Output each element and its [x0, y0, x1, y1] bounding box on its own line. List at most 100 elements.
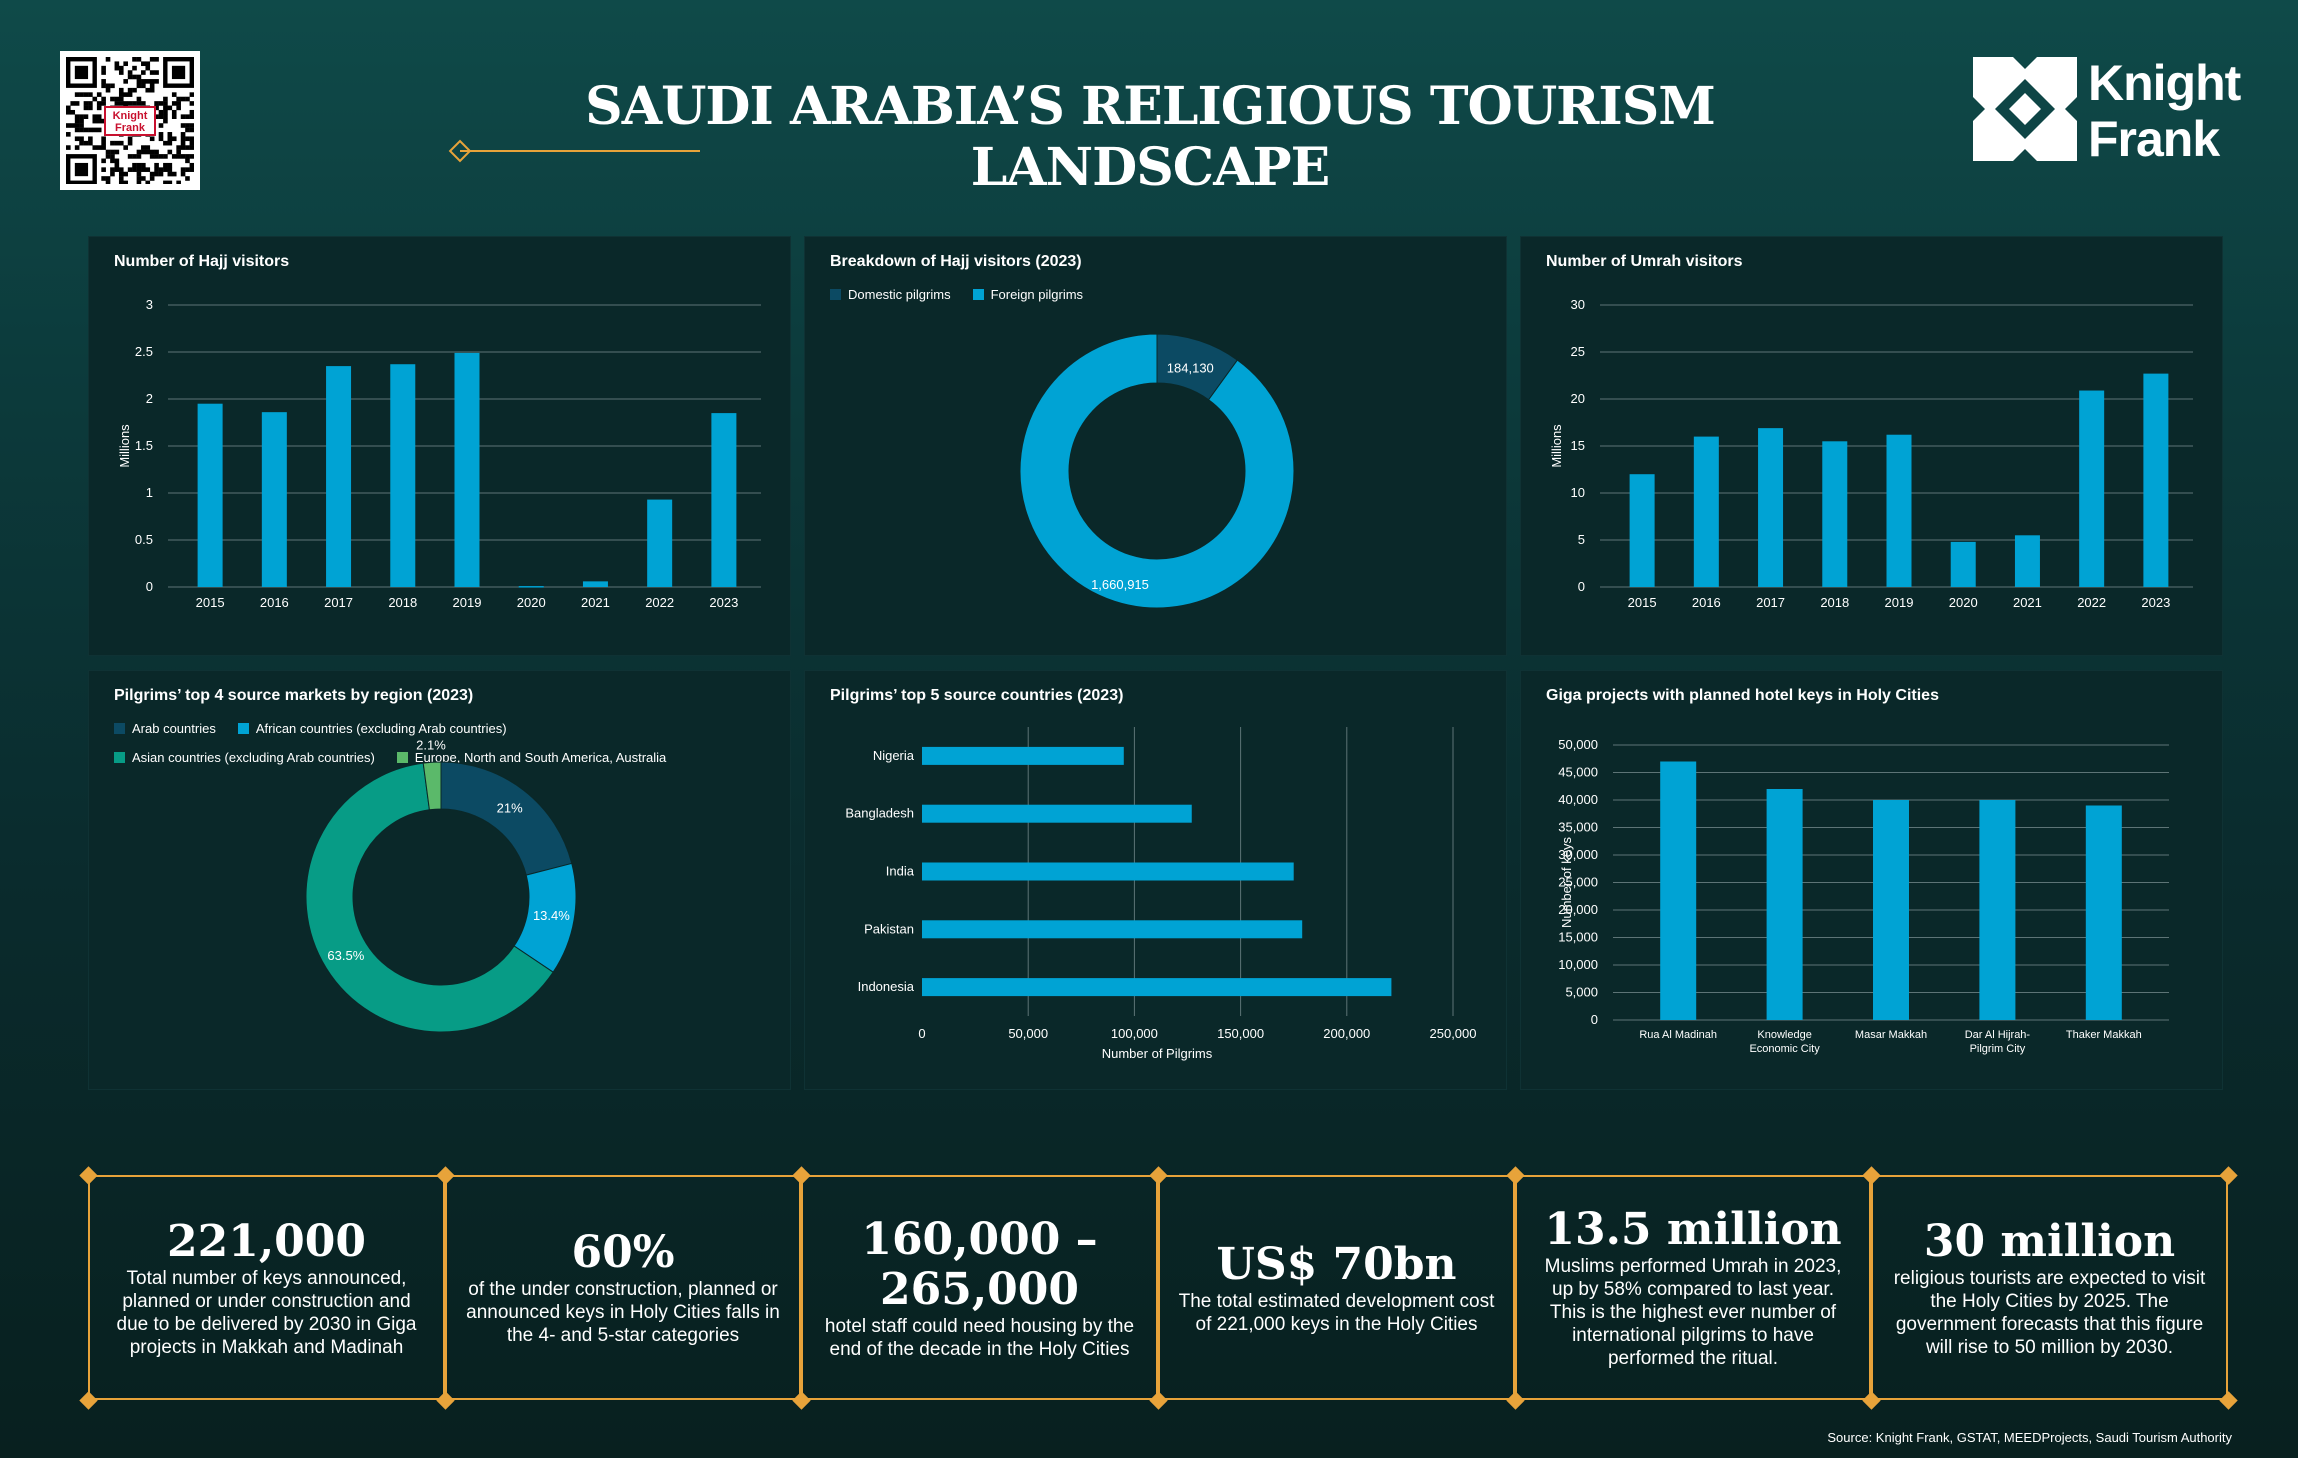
qr-module [180, 123, 186, 128]
qr-module [163, 96, 168, 102]
qr-module [167, 132, 173, 137]
bar [1950, 541, 1976, 587]
qr-module [141, 149, 146, 155]
qr-module [132, 154, 137, 159]
qr-module [105, 154, 111, 159]
y-tick-label: Pakistan [864, 921, 914, 936]
qr-module [118, 167, 124, 172]
qr-module [96, 114, 102, 119]
qr-module [70, 101, 76, 106]
qr-module [158, 136, 164, 142]
bar [1822, 441, 1848, 587]
qr-module [136, 176, 142, 181]
qr-module [114, 65, 120, 71]
qr-module [96, 127, 102, 133]
qr-module [141, 176, 146, 181]
qr-module [141, 70, 146, 75]
stat-box: 60% of the under construction, planned o… [445, 1175, 801, 1400]
qr-module [189, 114, 195, 119]
giga-panel: Giga projects with planned hotel keys in… [1520, 670, 2223, 1090]
qr-module [110, 154, 115, 159]
qr-module [127, 92, 133, 97]
qr-module [74, 101, 80, 106]
bar [647, 499, 673, 587]
qr-module [189, 162, 195, 168]
qr-module [176, 149, 181, 155]
qr-module [185, 123, 190, 128]
qr-module [110, 140, 115, 146]
qr-module [118, 140, 124, 146]
qr-module [105, 176, 111, 181]
qr-module [132, 162, 137, 168]
qr-module [118, 171, 124, 177]
y-tick-label: 20,000 [1558, 902, 1598, 917]
qr-module [118, 96, 124, 102]
qr-module [114, 96, 120, 102]
qr-module [92, 145, 98, 150]
qr-module [185, 167, 190, 172]
qr-module [83, 105, 89, 111]
x-tick-label: 2015 [196, 595, 225, 610]
x-tick-label: Knowledge [1757, 1029, 1811, 1041]
qr-module [101, 118, 106, 124]
qr-module [70, 123, 76, 128]
qr-finder [171, 65, 186, 80]
qr-module [83, 92, 89, 97]
qr-module [149, 87, 155, 93]
qr-module [123, 145, 128, 150]
qr-module [74, 136, 80, 142]
legend-swatch [114, 723, 125, 734]
qr-code[interactable]: Knight Frank [60, 51, 200, 190]
knight-frank-logo[interactable]: Knight Frank [1973, 55, 2253, 167]
qr-module [158, 123, 164, 128]
qr-module [123, 79, 128, 84]
qr-module [136, 162, 142, 168]
qr-module [114, 101, 120, 106]
qr-module [154, 57, 159, 62]
x-axis-label: Number of Pilgrims [1102, 1046, 1213, 1061]
y-tick-label: India [886, 864, 915, 879]
qr-module [96, 118, 102, 124]
y-tick-label: 3 [146, 297, 153, 312]
qr-module [185, 145, 190, 150]
qr-module [176, 101, 181, 106]
bar [922, 862, 1294, 881]
qr-module [136, 96, 142, 102]
y-tick-label: 10,000 [1558, 957, 1598, 972]
legend-label-african: African countries (excluding Arab countr… [255, 721, 507, 736]
x-tick-label: 2020 [1949, 595, 1978, 610]
qr-module [189, 92, 195, 97]
qr-module [101, 167, 106, 172]
regions-legend-row1: Arab countries African countries (exclud… [114, 721, 507, 736]
qr-module [185, 127, 190, 133]
x-tick-label: Masar Makkah [1855, 1029, 1927, 1041]
qr-module [123, 180, 128, 186]
qr-module [66, 123, 71, 128]
qr-module [167, 180, 173, 186]
qr-module [101, 96, 106, 102]
qr-module [141, 162, 146, 168]
stat-desc: hotel staff could need housing by the en… [824, 1315, 1135, 1360]
qr-module [132, 87, 137, 93]
x-tick-label: 2023 [709, 595, 738, 610]
qr-module [180, 96, 186, 102]
qr-module [136, 79, 142, 84]
donut-slice [305, 762, 554, 1033]
x-tick-label: 2020 [517, 595, 546, 610]
qr-module [149, 79, 155, 84]
regions-panel: Pilgrims’ top 4 source markets by region… [88, 670, 791, 1090]
y-tick-label: 25,000 [1558, 875, 1598, 890]
y-tick-label: 2 [146, 391, 153, 406]
y-tick-label: 2.5 [135, 344, 153, 359]
bar [1660, 761, 1697, 1020]
qr-module [123, 101, 128, 106]
qr-module [180, 132, 186, 137]
qr-module [83, 114, 89, 119]
qr-module [88, 92, 93, 97]
qr-module [118, 101, 124, 106]
x-tick-label: 0 [918, 1026, 925, 1041]
donut-value-label: 63.5% [327, 948, 364, 963]
y-tick-label: 1.5 [135, 438, 153, 453]
qr-module [79, 136, 84, 142]
x-tick-label: Dar Al Hijrah- [1965, 1029, 2031, 1041]
